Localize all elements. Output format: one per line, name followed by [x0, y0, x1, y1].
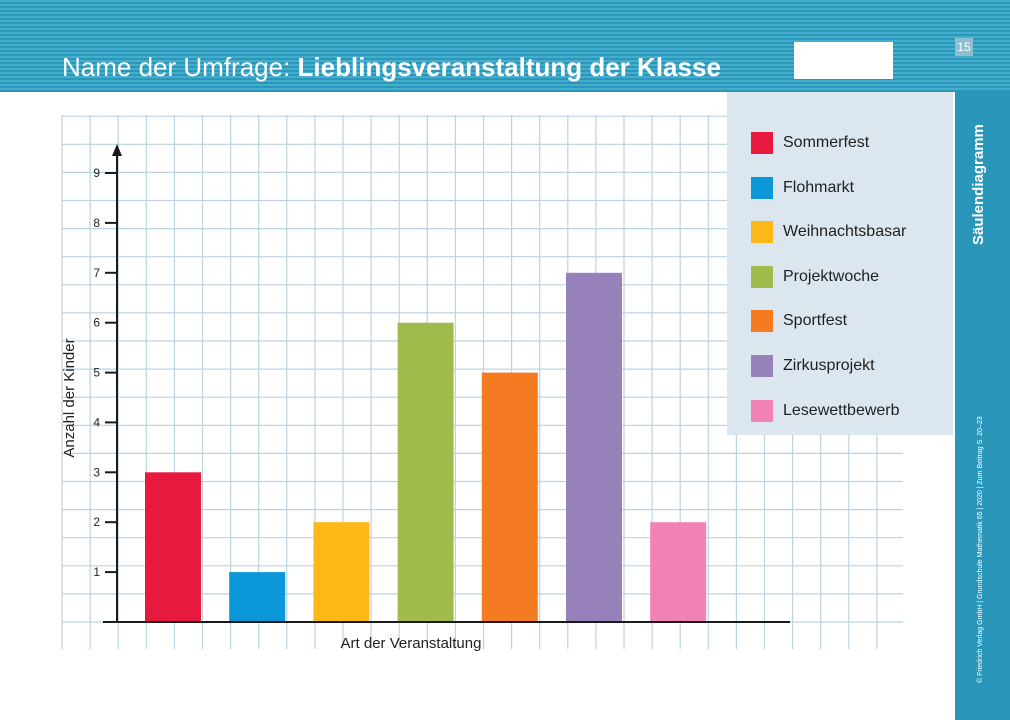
bar-projektwoche: [397, 322, 454, 622]
bar-sommerfest: [145, 472, 201, 622]
legend-swatch: [751, 399, 773, 422]
legend-label: Flohmarkt: [783, 178, 855, 196]
legend-label: Projektwoche: [783, 267, 880, 285]
x-axis-label: Art der Veranstaltung: [341, 635, 482, 652]
page-number: 15: [955, 38, 973, 56]
survey-name: Lieblingsveranstaltung der Klasse: [297, 52, 721, 82]
y-axis-label: Anzahl der Kinder: [61, 338, 78, 457]
y-tick-label: 9: [93, 166, 100, 180]
y-tick-label: 6: [93, 316, 100, 330]
bar-sportfest: [481, 372, 538, 622]
chart-legend: Sommerfest Flohmarkt Weihnachtsbasar Projek…: [727, 92, 953, 435]
sidebar-title: Säulendiagramm: [970, 124, 987, 245]
legend-swatch: [751, 221, 773, 244]
y-tick-label: 1: [93, 565, 100, 579]
legend-swatch: [751, 310, 773, 333]
legend-swatch: [751, 265, 773, 288]
copyright-notice: © Friedrich Verlag GmbH | Grundschule Ma…: [977, 416, 984, 683]
y-tick-label: 4: [93, 415, 100, 429]
y-tick-label: 8: [93, 216, 100, 230]
title-prefix: Name der Umfrage:: [62, 52, 291, 82]
class-name-box: [794, 42, 893, 79]
legend-label: Sommerfest: [783, 134, 870, 151]
bar-flohmarkt: [229, 572, 286, 622]
y-axis-arrow: [112, 144, 122, 156]
legend-label: Weihnachtsbasar: [783, 223, 907, 241]
y-tick-label: 2: [93, 515, 100, 529]
y-tick-label: 7: [93, 266, 100, 280]
legend-label: Sportfest: [783, 312, 848, 330]
legend-swatch: [751, 355, 773, 377]
bar-lesewettbewerb: [650, 522, 707, 622]
y-tick-label: 3: [93, 465, 100, 479]
legend-label: Lesewettbewerb: [783, 401, 900, 419]
bar-chart: 1 2 3 4 5 6 7 8 9 Art der Veranstaltung Anzahl der…: [61, 115, 903, 652]
legend-swatch: [751, 176, 773, 199]
bar-zirkusprojekt: [566, 272, 622, 622]
sidebar-strip: [955, 92, 1010, 720]
legend-label: Zirkusprojekt: [783, 357, 875, 374]
legend-swatch: [751, 132, 773, 154]
y-tick-label: 5: [93, 366, 100, 380]
page-title: Name der Umfrage: Lieblingsveranstaltung…: [62, 50, 721, 84]
bar-weihnachtsbasar: [313, 522, 370, 622]
